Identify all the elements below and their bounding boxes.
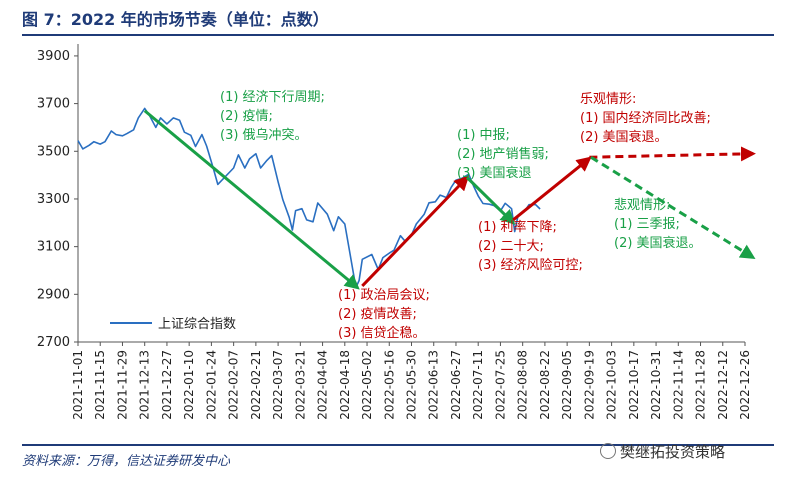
annotation-2: (1) 政治局会议; (2) 疫情改善; (3) 信贷企稳。: [338, 286, 430, 343]
x-tick-label: 2021-11-01: [71, 350, 85, 420]
x-tick-label: 2022-02-07: [227, 350, 241, 420]
y-tick-label: 3500: [37, 144, 70, 159]
annotation-5-line-1: 乐观情形:: [580, 92, 637, 107]
annotation-3: (1) 中报; (2) 地产销售弱; (3) 美国衰退: [457, 126, 549, 183]
x-tick-label: 2022-04-18: [338, 350, 352, 420]
x-tick-label: 2021-12-13: [138, 350, 152, 420]
x-tick-label: 2022-07-25: [493, 350, 507, 420]
x-tick-label: 2022-10-17: [627, 350, 641, 420]
red-solid-trend-arrow: [512, 156, 592, 222]
annotation-6-line-3: (2) 美国衰退。: [614, 236, 702, 251]
y-tick-label: 2700: [37, 335, 70, 350]
x-tick-label: 2022-03-07: [271, 350, 285, 420]
x-tick-label: 2022-01-10: [182, 350, 196, 420]
legend-label: 上证综合指数: [158, 317, 237, 332]
green-solid-trend-arrow: [143, 109, 360, 290]
red-dashed-trend-arrow: [589, 146, 756, 162]
x-tick-label: 2022-04-04: [316, 350, 330, 420]
x-tick-label: 2022-05-30: [405, 350, 419, 420]
x-tick-label: 2022-11-14: [671, 350, 685, 420]
x-tick-label: 2022-07-11: [471, 350, 485, 420]
annotation-4-line-1: (1) 利率下降;: [478, 220, 557, 235]
index-series-line: [77, 107, 541, 289]
x-tick-label: 2022-12-26: [738, 350, 752, 420]
annotation-1: (1) 经济下行周期; (2) 疫情; (3) 俄乌冲突。: [220, 88, 325, 145]
x-tick-label: 2022-01-24: [204, 350, 218, 420]
annotation-5: 乐观情形: (1) 国内经济同比改善; (2) 美国衰退。: [580, 90, 711, 147]
x-tick-label: 2022-05-02: [360, 350, 374, 420]
x-tick-label: 2022-08-08: [516, 350, 530, 420]
title-rule: [22, 34, 774, 36]
x-tick-label: 2022-03-21: [293, 350, 307, 420]
annotation-5-line-3: (2) 美国衰退。: [580, 130, 668, 145]
annotation-4-line-3: (3) 经济风险可控;: [478, 258, 583, 273]
source-rule: [22, 444, 774, 446]
watermark-text: 樊继拓投资策略: [620, 443, 726, 461]
y-tick-label: 3300: [37, 192, 70, 207]
annotation-3-line-2: (2) 地产销售弱;: [457, 147, 549, 162]
annotation-5-line-2: (1) 国内经济同比改善;: [580, 111, 711, 126]
line-chart: 2700 2900 3100 3300 3500 3700 3900 2021-11-01 20…: [37, 44, 756, 420]
green-dashed-trend-arrow: [590, 155, 756, 259]
legend-line-swatch: [110, 322, 152, 324]
annotation-2-line-3: (3) 信贷企稳。: [338, 326, 426, 341]
x-tick-label: 2022-05-16: [382, 350, 396, 420]
x-tick-label: 2022-09-19: [582, 350, 596, 420]
trend-arrows: [143, 109, 756, 290]
chart-series: [77, 107, 541, 289]
x-tick-label: 2022-10-03: [605, 350, 619, 420]
y-tick-label: 2900: [37, 287, 70, 302]
annotation-6-line-1: 悲观情形:: [614, 198, 671, 213]
x-tick-label: 2021-12-27: [160, 350, 174, 420]
figure-title: 图 7：2022 年的市场节奏（单位：点数）: [22, 10, 329, 29]
annotation-6: 悲观情形: (1) 三季报; (2) 美国衰退。: [614, 196, 702, 253]
x-tick-label: 2022-02-21: [249, 350, 263, 420]
x-tick-label: 2021-11-15: [93, 350, 107, 420]
x-tick-label: 2022-12-12: [716, 350, 730, 420]
wechat-icon: [600, 443, 616, 459]
y-tick-label: 3700: [37, 97, 70, 112]
annotation-4: (1) 利率下降; (2) 二十大; (3) 经济风险可控;: [478, 218, 583, 275]
red-solid-trend-arrow: [361, 175, 470, 288]
x-tick-label: 2022-09-05: [560, 350, 574, 420]
y-tick-label: 3100: [37, 240, 70, 255]
annotation-6-line-2: (1) 三季报;: [614, 217, 680, 232]
x-tick-label: 2022-10-31: [649, 350, 663, 420]
x-tick-label: 2022-06-27: [449, 350, 463, 420]
x-tick-label: 2022-08-22: [538, 350, 552, 420]
x-tick-label: 2022-06-13: [427, 350, 441, 420]
annotation-3-line-3: (3) 美国衰退: [457, 166, 532, 181]
chart-axes: 2700 2900 3100 3300 3500 3700 3900 2021-11-01 20…: [37, 44, 752, 420]
annotation-2-line-2: (2) 疫情改善;: [338, 307, 417, 322]
annotation-1-line-2: (2) 疫情;: [220, 109, 273, 124]
annotation-3-line-1: (1) 中报;: [457, 128, 510, 143]
x-tick-label: 2021-11-29: [115, 350, 129, 420]
x-tick-label: 2022-11-28: [694, 350, 708, 420]
annotation-4-line-2: (2) 二十大;: [478, 239, 544, 254]
green-solid-trend-arrow: [466, 176, 516, 225]
source-note: 资料来源：万得，信达证券研发中心: [22, 454, 231, 469]
watermark: 樊继拓投资策略: [600, 441, 725, 462]
y-tick-label: 3900: [37, 49, 70, 64]
annotation-2-line-1: (1) 政治局会议;: [338, 288, 430, 303]
chart-legend: 上证综合指数: [110, 313, 236, 332]
annotation-1-line-1: (1) 经济下行周期;: [220, 90, 325, 105]
annotation-1-line-3: (3) 俄乌冲突。: [220, 128, 308, 143]
